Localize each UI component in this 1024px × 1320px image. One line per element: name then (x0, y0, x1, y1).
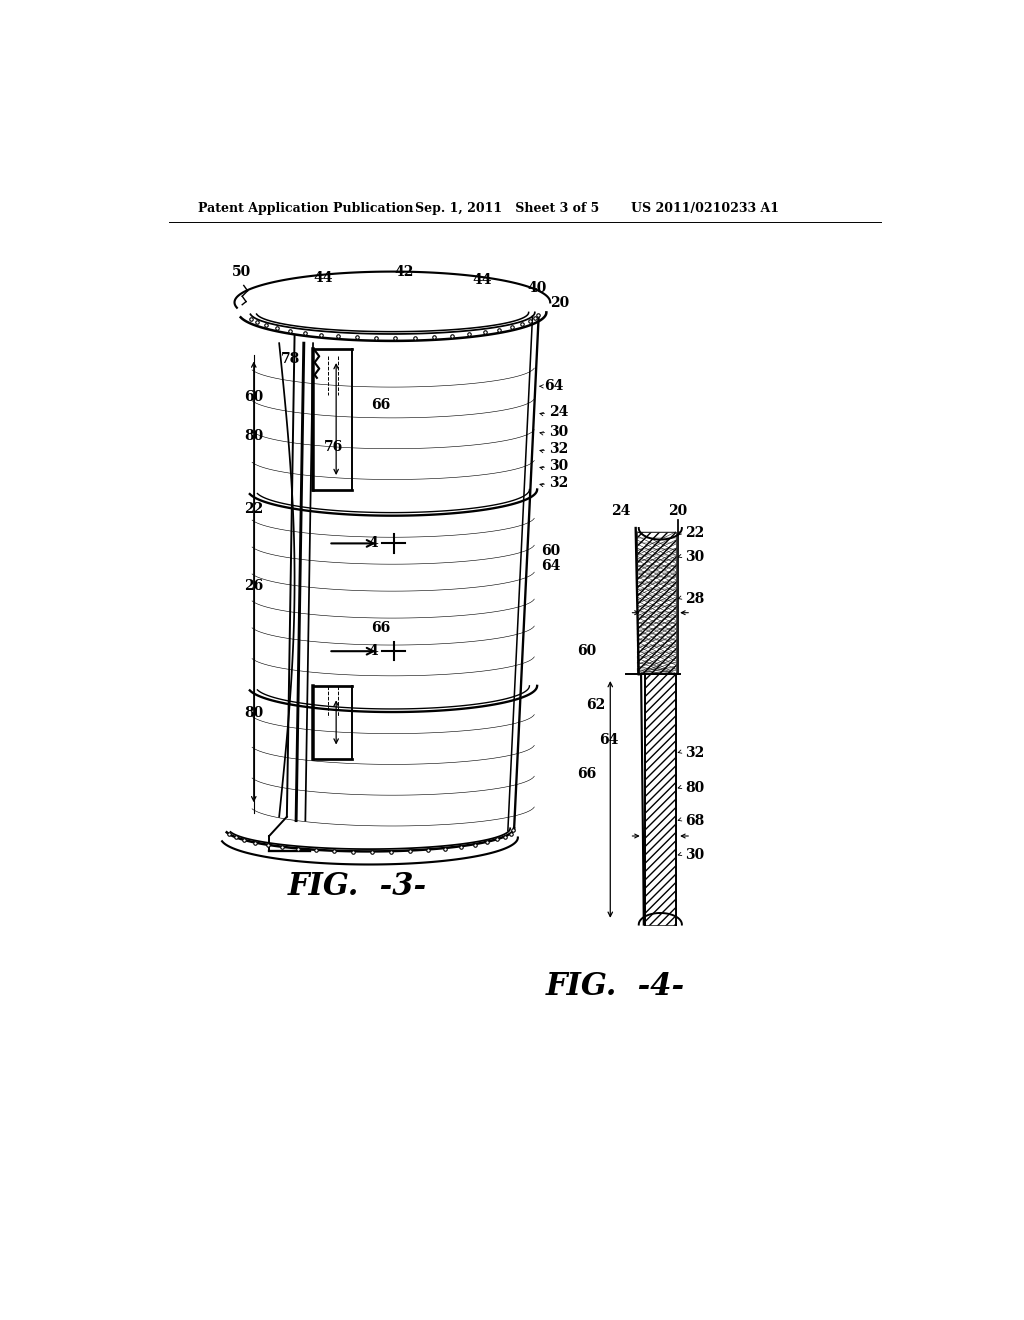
Text: 28: 28 (685, 591, 705, 606)
Text: 30: 30 (685, 550, 705, 564)
Text: 20: 20 (668, 504, 687, 517)
Text: 22: 22 (245, 502, 264, 516)
Text: 24: 24 (549, 405, 568, 420)
Text: 24: 24 (610, 504, 630, 517)
Text: 44: 44 (473, 273, 493, 286)
Text: 50: 50 (232, 265, 252, 280)
Bar (645, 675, 676, 924)
Text: 80: 80 (245, 429, 264, 442)
Text: 30: 30 (549, 459, 568, 474)
Text: Patent Application Publication: Patent Application Publication (199, 202, 414, 215)
Text: 68: 68 (685, 813, 705, 828)
Text: 62: 62 (587, 698, 605, 711)
Text: 20: 20 (550, 296, 569, 310)
Text: 66: 66 (371, 397, 390, 412)
Text: 22: 22 (685, 527, 705, 540)
Text: 78: 78 (281, 351, 300, 366)
Text: 80: 80 (245, 706, 264, 719)
Text: FIG.  -4-: FIG. -4- (546, 970, 685, 1002)
Text: 60: 60 (578, 644, 596, 659)
Text: 66: 66 (371, 622, 390, 635)
Text: FIG.  -3-: FIG. -3- (288, 871, 427, 902)
Text: 32: 32 (685, 746, 705, 760)
Text: 32: 32 (549, 442, 568, 457)
Text: 4: 4 (369, 536, 378, 550)
Text: US 2011/0210233 A1: US 2011/0210233 A1 (631, 202, 779, 215)
Text: Sep. 1, 2011   Sheet 3 of 5: Sep. 1, 2011 Sheet 3 of 5 (416, 202, 600, 215)
Text: 64: 64 (599, 733, 618, 747)
Text: 76: 76 (325, 440, 343, 454)
Text: 40: 40 (527, 281, 547, 294)
Text: 26: 26 (245, 578, 264, 593)
Text: 42: 42 (394, 265, 414, 280)
Text: 64: 64 (541, 560, 560, 573)
Text: 30: 30 (549, 425, 568, 438)
Text: 80: 80 (685, 781, 705, 795)
Text: 66: 66 (578, 767, 596, 781)
Bar (637, 532, 676, 675)
Text: 4: 4 (369, 644, 378, 659)
Text: 32: 32 (549, 477, 568, 490)
Text: 30: 30 (685, 849, 705, 862)
Text: 60: 60 (541, 544, 560, 558)
Text: 60: 60 (245, 391, 264, 404)
Text: 64: 64 (544, 379, 563, 392)
Text: 44: 44 (313, 271, 333, 285)
